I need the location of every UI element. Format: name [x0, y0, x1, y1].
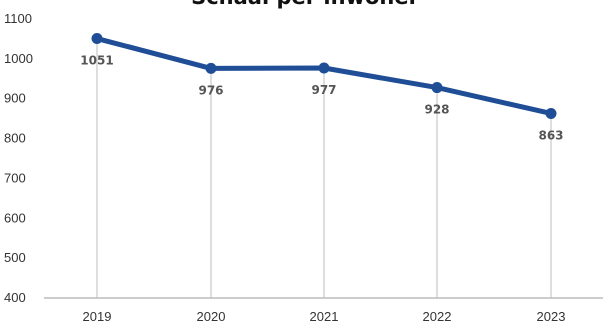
chart-title: Schaal per inwoner [191, 0, 419, 9]
data-point [545, 107, 557, 119]
data-label: 977 [311, 83, 336, 97]
data-labels: 1051 976 977 928 863 [80, 54, 563, 143]
y-tick-label: 500 [4, 250, 26, 265]
x-tick-label: 2019 [83, 309, 112, 322]
y-tick-label: 1100 [4, 11, 32, 26]
x-tick-label: 2020 [197, 309, 226, 322]
drop-lines [96, 38, 552, 298]
data-label: 863 [538, 128, 563, 142]
data-label: 928 [424, 103, 449, 117]
x-axis: 2019 2020 2021 2022 2023 [44, 297, 603, 322]
y-axis: 400 500 600 700 800 900 1000 1100 [4, 11, 33, 305]
y-tick-label: 1000 [4, 51, 33, 66]
data-point [205, 62, 217, 74]
data-series [91, 33, 557, 119]
y-tick-label: 900 [4, 91, 26, 106]
data-point [318, 62, 330, 74]
x-tick-label: 2021 [310, 309, 339, 322]
y-tick-label: 800 [4, 131, 26, 146]
y-tick-label: 600 [4, 210, 26, 225]
data-label: 1051 [80, 54, 113, 68]
data-point [431, 82, 443, 94]
y-tick-label: 400 [4, 290, 26, 305]
y-tick-label: 700 [4, 170, 26, 185]
data-label: 976 [198, 83, 223, 97]
x-tick-label: 2022 [423, 309, 452, 322]
data-point [91, 33, 103, 45]
x-tick-label: 2023 [537, 309, 566, 322]
